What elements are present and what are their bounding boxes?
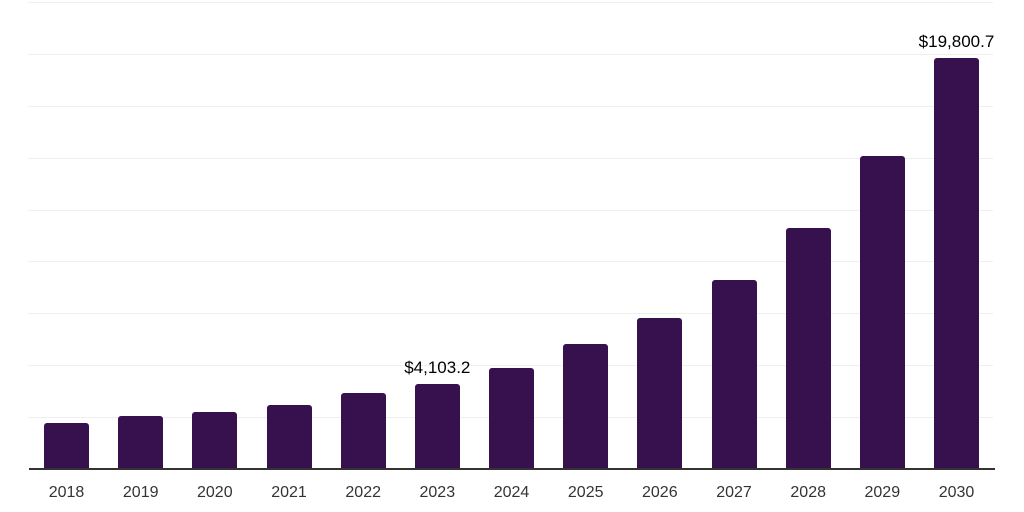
x-tick-label-2025: 2025 <box>567 484 604 501</box>
data-label-2023: $4,103.2 <box>404 357 471 377</box>
x-tick-label-2023: 2023 <box>419 484 456 501</box>
gridline <box>28 54 993 55</box>
x-tick-label-2021: 2021 <box>271 484 307 501</box>
gridline <box>28 313 993 314</box>
x-tick-label-2018: 2018 <box>48 484 85 501</box>
bar-2030 <box>934 58 979 469</box>
bar-2029 <box>859 156 905 469</box>
gridline <box>28 210 993 211</box>
bar-2020 <box>192 412 238 469</box>
data-label-2030: $19,800.7 <box>918 32 995 52</box>
x-tick-label-2019: 2019 <box>122 484 159 501</box>
gridline <box>28 158 993 159</box>
x-tick-label-2027: 2027 <box>716 484 752 501</box>
x-tick-label-2028: 2028 <box>790 484 826 501</box>
bar-2018 <box>44 423 89 469</box>
bar-2021 <box>266 404 312 469</box>
gridline <box>28 365 993 366</box>
bar-2022 <box>340 393 386 469</box>
x-tick-label-2029: 2029 <box>864 484 901 501</box>
bar-2027 <box>711 279 757 469</box>
bar-2023 <box>414 383 460 469</box>
x-tick-label-2024: 2024 <box>493 484 530 501</box>
bar-2024 <box>489 368 534 469</box>
bar-2025 <box>563 344 609 469</box>
x-tick-label-2030: 2030 <box>938 484 975 501</box>
x-tick-label-2020: 2020 <box>197 484 233 501</box>
x-tick-label-2026: 2026 <box>642 484 678 501</box>
x-tick-label-2022: 2022 <box>345 484 381 501</box>
bar-2019 <box>118 416 164 469</box>
bar-2028 <box>785 228 831 469</box>
gridline <box>28 261 993 262</box>
gridline <box>28 106 993 107</box>
bar-2026 <box>637 318 683 469</box>
gridline <box>28 2 993 3</box>
x-axis-line <box>29 468 995 470</box>
